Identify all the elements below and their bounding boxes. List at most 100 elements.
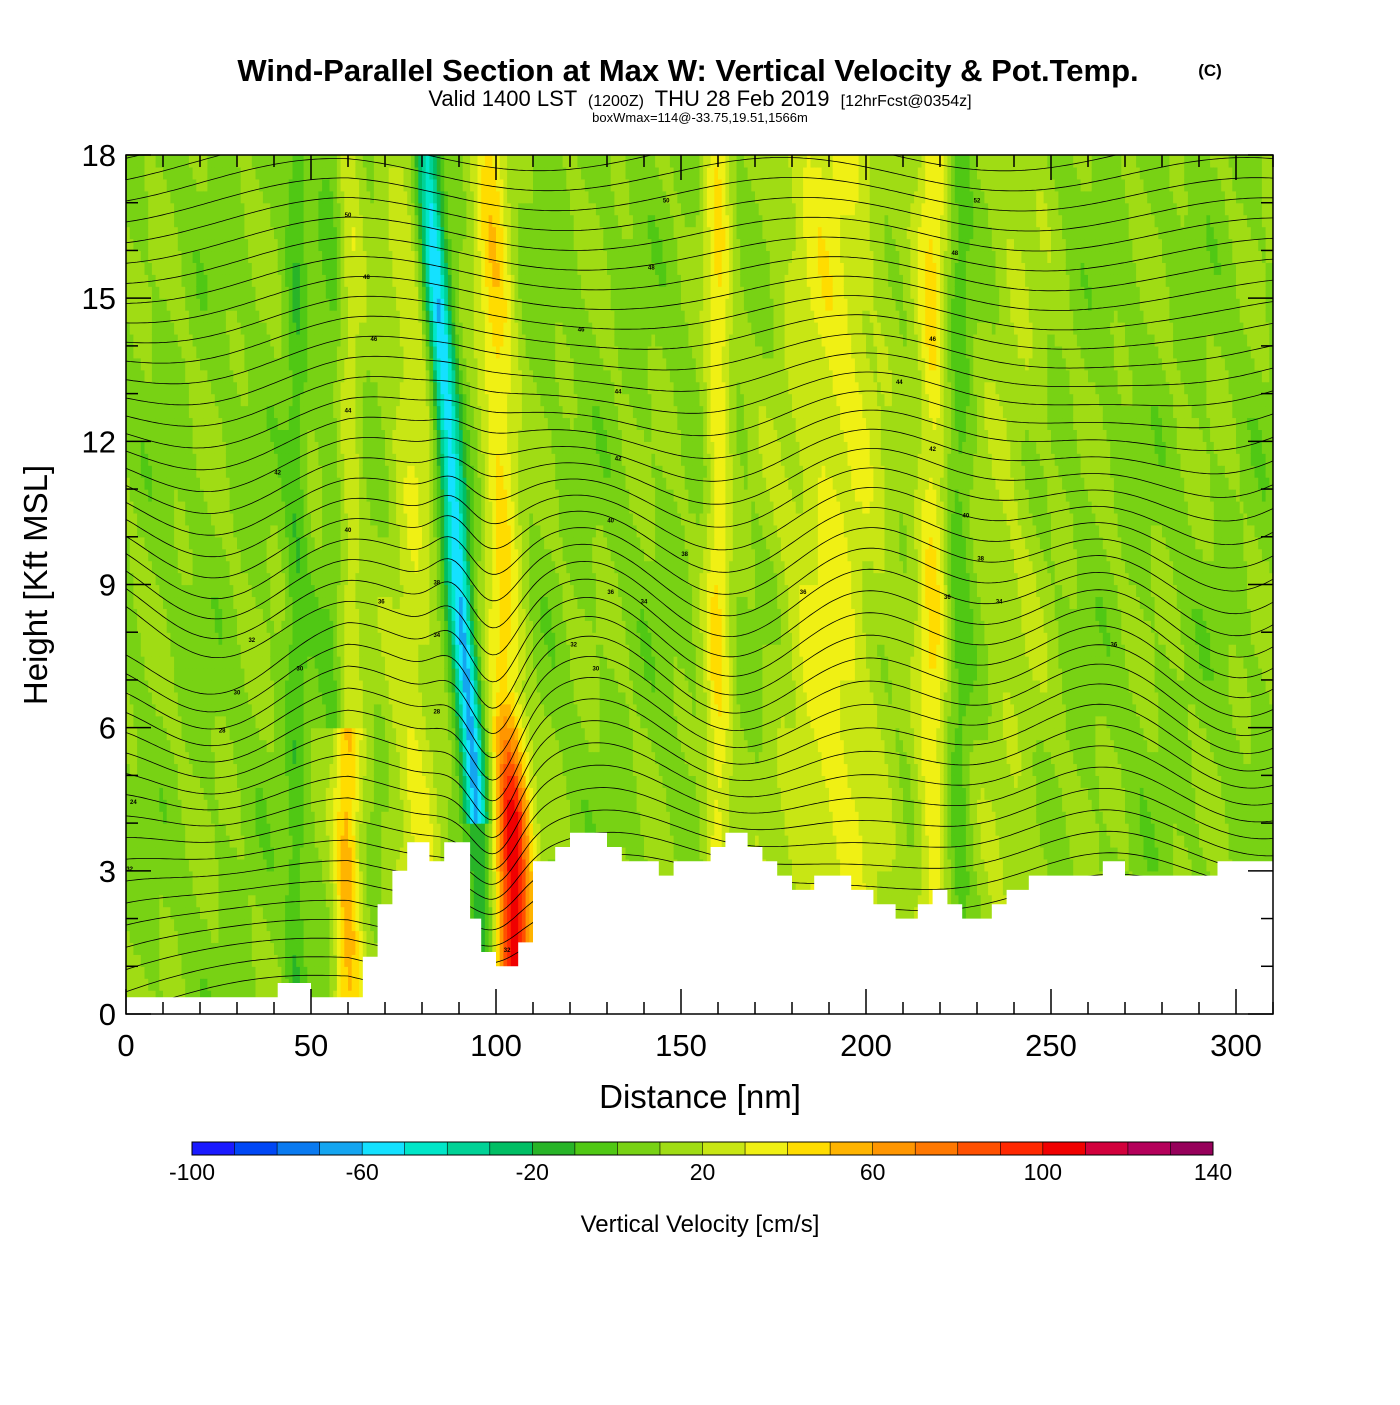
field-cell — [155, 357, 160, 371]
field-cell — [207, 322, 212, 335]
field-cell — [303, 298, 308, 311]
field-cell — [137, 668, 142, 681]
field-cell — [311, 238, 316, 252]
field-cell — [292, 727, 297, 741]
field-cell — [285, 238, 290, 252]
field-cell — [381, 823, 386, 836]
field-cell — [355, 322, 360, 335]
field-cell — [381, 811, 386, 824]
field-cell — [188, 202, 194, 216]
field-cell — [307, 155, 312, 168]
field-cell — [126, 668, 131, 681]
field-cell — [266, 608, 271, 621]
field-cell — [244, 751, 249, 765]
field-cell — [259, 930, 264, 944]
field-cell — [325, 214, 331, 228]
field-cell — [251, 942, 257, 955]
field-cell — [218, 751, 223, 765]
field-cell — [318, 500, 323, 514]
field-cell — [285, 500, 290, 514]
field-cell — [344, 524, 349, 538]
field-cell — [244, 489, 249, 502]
field-cell — [292, 345, 297, 359]
field-cell — [192, 858, 197, 872]
field-cell — [177, 262, 183, 275]
field-cell — [229, 190, 234, 204]
field-cell — [137, 846, 142, 860]
field-cell — [185, 799, 190, 812]
field-cell — [362, 739, 368, 753]
field-cell — [336, 286, 342, 299]
field-cell — [307, 345, 312, 359]
field-cell — [296, 656, 301, 669]
field-cell — [218, 942, 223, 955]
field-cell — [255, 429, 260, 442]
field-cell — [140, 190, 146, 204]
field-cell — [137, 584, 142, 598]
field-cell — [266, 799, 271, 812]
field-cell — [325, 679, 331, 693]
field-cell — [259, 906, 264, 920]
field-cell — [340, 584, 345, 598]
field-cell — [126, 178, 131, 192]
field-cell — [126, 190, 131, 204]
field-cell — [366, 644, 371, 657]
field-cell — [237, 429, 242, 442]
field-cell — [133, 274, 138, 287]
field-cell — [144, 990, 149, 1003]
field-cell — [126, 954, 131, 967]
field-cell — [255, 536, 260, 550]
field-cell — [296, 894, 301, 908]
field-cell — [129, 608, 134, 621]
field-cell — [274, 942, 279, 955]
field-cell — [359, 668, 364, 681]
field-cell — [355, 966, 360, 979]
field-cell — [233, 787, 238, 800]
field-cell — [207, 608, 212, 621]
field-cell — [166, 441, 171, 454]
field-cell — [351, 429, 356, 442]
field-cell — [285, 906, 290, 920]
field-cell — [181, 560, 186, 574]
field-cell — [248, 166, 253, 180]
field-cell — [133, 727, 138, 741]
field-cell — [377, 846, 382, 860]
field-cell — [151, 679, 157, 693]
field-cell — [225, 966, 231, 979]
field-cell — [292, 333, 297, 347]
field-cell — [340, 739, 345, 753]
field-cell — [214, 644, 220, 657]
field-cell — [359, 966, 364, 979]
field-cell — [170, 155, 175, 168]
field-cell — [359, 357, 364, 371]
field-cell — [192, 620, 197, 633]
field-cell — [366, 298, 371, 311]
field-cell — [329, 310, 334, 323]
field-cell — [229, 596, 234, 609]
field-cell — [244, 441, 249, 454]
field-cell — [377, 811, 382, 824]
field-cell — [262, 214, 268, 228]
field-cell — [377, 679, 382, 693]
field-cell — [355, 608, 360, 621]
field-cell — [126, 214, 131, 228]
field-cell — [137, 930, 142, 944]
field-cell — [262, 596, 268, 609]
field-cell — [381, 835, 386, 848]
field-cell — [244, 178, 249, 192]
field-cell — [126, 166, 131, 180]
field-cell — [288, 357, 294, 371]
field-cell — [192, 453, 197, 466]
field-cell — [225, 393, 231, 407]
field-cell — [229, 930, 234, 944]
field-cell — [214, 155, 220, 168]
field-cell — [177, 930, 183, 944]
field-cell — [311, 274, 316, 287]
field-cell — [318, 870, 323, 884]
field-cell — [292, 715, 297, 729]
field-cell — [262, 835, 268, 848]
field-cell — [274, 477, 279, 490]
field-cell — [318, 823, 323, 836]
field-cell — [373, 465, 379, 478]
field-cell — [370, 632, 375, 645]
